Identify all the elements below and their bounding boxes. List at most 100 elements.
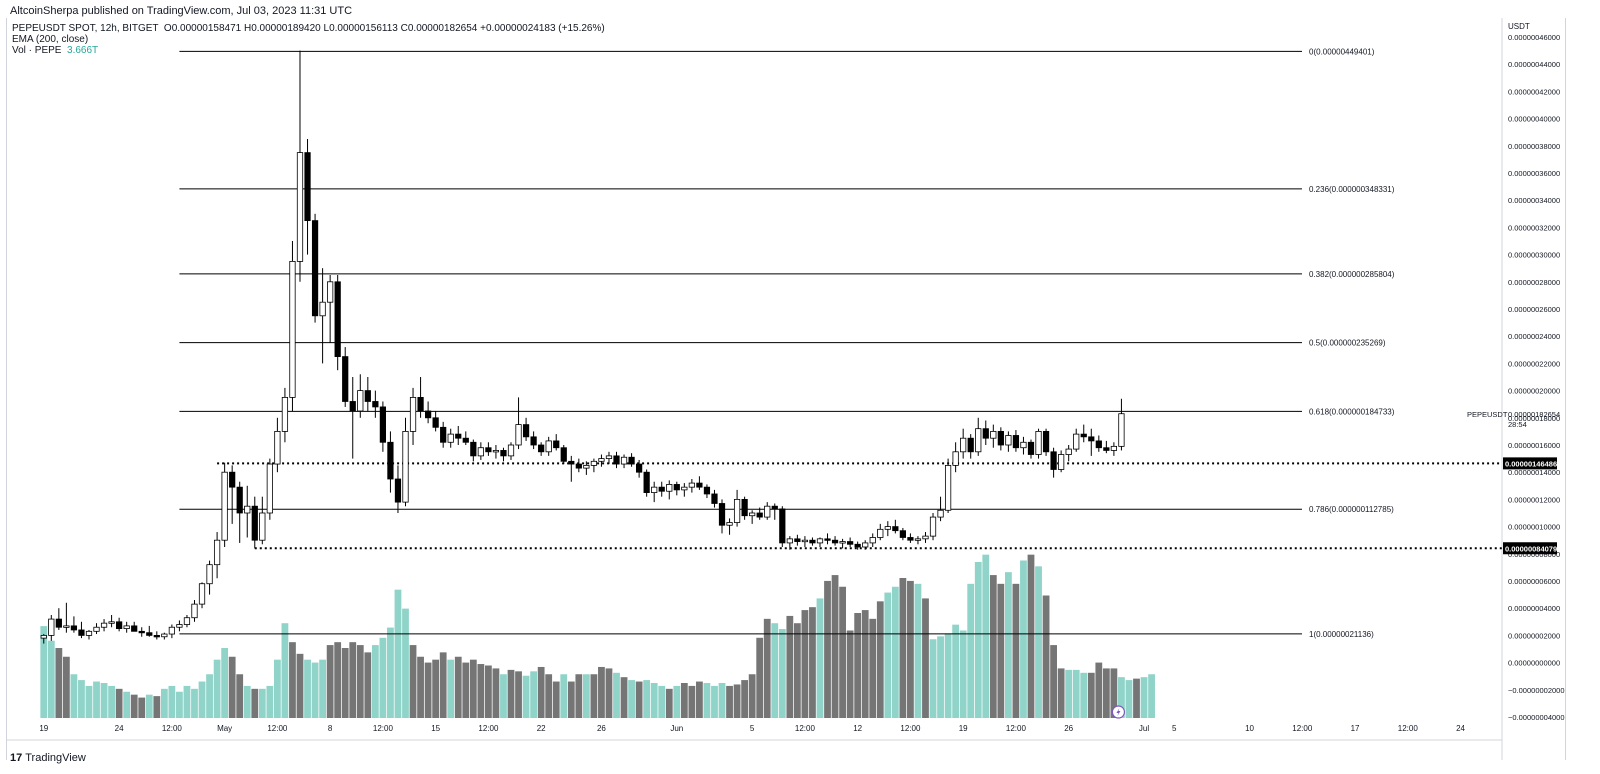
volume-bar	[123, 691, 131, 718]
fib-level-label: 0(0.00000449401)	[1309, 47, 1375, 56]
candle-body	[357, 390, 364, 412]
candle-body	[168, 626, 175, 635]
candle-body	[771, 505, 778, 510]
candle-body	[794, 538, 801, 542]
candle-body	[1005, 435, 1012, 446]
tradingview-brand[interactable]: 17 TradingView	[10, 752, 86, 764]
candle-body	[952, 451, 959, 466]
volume-bar	[198, 681, 206, 718]
volume-bar	[974, 561, 982, 718]
volume-bar	[364, 652, 372, 718]
fib-level-label: 1(0.00000021136)	[1309, 630, 1374, 639]
volume-bar	[1087, 672, 1095, 718]
time-axis-tick: 12:00	[1292, 724, 1313, 733]
candle-body	[251, 505, 258, 541]
price-axis-tick: 0.00000014000	[1508, 468, 1560, 477]
legend-volume-row[interactable]: Vol · PEPE 3.666T	[12, 45, 98, 56]
volume-bar	[831, 575, 839, 718]
volume-bar	[485, 665, 492, 718]
candle-body	[191, 603, 198, 619]
candle-body	[598, 458, 605, 462]
legend-ema[interactable]: EMA (200, close)	[12, 34, 89, 45]
candle-body	[364, 390, 371, 402]
volume-bar	[891, 586, 899, 718]
candle-body	[116, 621, 123, 629]
volume-bar	[236, 674, 244, 718]
candle-body	[530, 436, 537, 446]
volume-bar	[1125, 680, 1133, 718]
candle-body	[108, 621, 115, 624]
candle-body	[289, 260, 296, 398]
candle-body	[651, 486, 658, 494]
volume-bar	[658, 685, 666, 718]
time-axis-tick: 19	[959, 724, 968, 733]
time-axis-tick: 12:00	[162, 724, 183, 733]
time-axis-tick: 17	[1351, 724, 1360, 733]
candle-body	[1095, 440, 1102, 449]
volume-bar	[861, 610, 869, 718]
volume-bar	[876, 601, 884, 718]
volume-bar	[409, 645, 417, 718]
volume-bar	[500, 674, 507, 718]
candle-body	[1012, 435, 1020, 449]
candle-body	[568, 460, 575, 465]
candle-body	[899, 530, 906, 538]
candle-body	[809, 539, 816, 544]
candle-body	[779, 508, 786, 544]
horizontal-level-badge	[1503, 457, 1557, 470]
volume-bar	[778, 629, 786, 718]
candle-body	[741, 498, 748, 517]
volume-bar	[394, 589, 402, 718]
volume-bar	[718, 683, 726, 718]
time-axis-tick: May	[217, 724, 232, 733]
time-axis-tick: 12:00	[1398, 724, 1419, 733]
volume-bar	[454, 656, 462, 718]
candle-body	[1058, 454, 1065, 470]
volume-bar	[266, 685, 274, 718]
price-axis-tick: 0.00000036000	[1508, 169, 1560, 178]
candle-body	[824, 538, 831, 541]
candle-body	[613, 455, 620, 465]
volume-bar	[515, 671, 522, 718]
volume-bar	[522, 675, 530, 718]
volume-bar	[711, 685, 718, 718]
price-axis-tick: 0.00000008000	[1508, 550, 1560, 559]
volume-bar	[447, 659, 455, 718]
candle-body	[816, 538, 824, 544]
volume-bar	[462, 662, 470, 718]
volume-bar	[319, 659, 326, 718]
candle-body	[176, 624, 183, 628]
candle-body	[628, 456, 635, 465]
candle-body	[402, 430, 409, 503]
time-axis-tick: 26	[1064, 724, 1073, 733]
last-price-countdown: 28:54	[1508, 420, 1527, 429]
volume-bar	[560, 674, 568, 718]
candle-body	[394, 478, 402, 503]
candle-body	[907, 537, 914, 541]
volume-bar	[138, 697, 146, 718]
time-axis-tick: Jun	[670, 724, 683, 733]
tradingview-brand-text: TradingView	[25, 752, 86, 764]
volume-bar	[371, 645, 379, 718]
candle-body	[477, 447, 484, 457]
candle-body	[620, 456, 628, 465]
volume-bar	[846, 630, 854, 718]
candle-body	[206, 564, 213, 585]
price-axis-tick: 0.00000016000	[1508, 441, 1560, 450]
volume-bar	[258, 688, 266, 718]
price-axis-tick: 0.00000002000	[1508, 631, 1560, 640]
volume-bar	[311, 662, 319, 718]
volume-bar	[304, 659, 311, 718]
candle-body	[131, 625, 138, 632]
time-axis-tick: Jul	[1139, 724, 1149, 733]
candle-body	[967, 437, 974, 453]
candle-body	[40, 635, 47, 639]
volume-bar	[929, 639, 937, 718]
legend-symbol-row[interactable]: PEPEUSDT SPOT, 12h, BITGET O0.0000015847…	[12, 23, 605, 34]
candle-body	[937, 509, 944, 518]
candle-body	[146, 632, 153, 636]
candle-body	[63, 625, 70, 628]
volume-bar	[952, 624, 960, 718]
candle-body	[100, 622, 108, 628]
